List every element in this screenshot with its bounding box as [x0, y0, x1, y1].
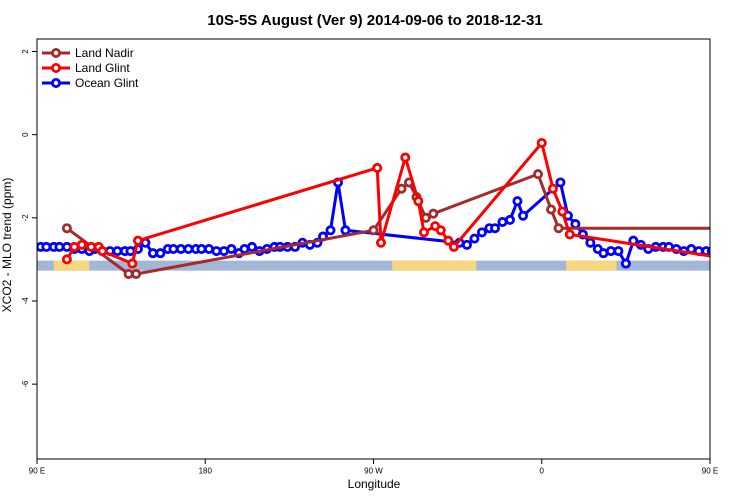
y-tick-label: -6 [21, 380, 30, 388]
x-tick-label: 90 E [702, 467, 718, 476]
series-layer [37, 137, 750, 279]
data-point [131, 268, 142, 279]
data-point [746, 243, 750, 250]
data-point [504, 214, 515, 225]
data-point [132, 235, 143, 246]
data-point [476, 227, 487, 238]
data-point [738, 250, 745, 257]
x-tick-label: 90 E [29, 467, 45, 476]
legend-item: Ocean Glint [42, 76, 139, 90]
data-point [246, 241, 257, 252]
data-point [723, 239, 730, 246]
y-tick-label: -2 [21, 214, 30, 222]
legend-item: Land Glint [42, 61, 130, 75]
data-point [325, 225, 336, 236]
y-axis-label: XCO2 - MLO trend (ppm) [0, 178, 14, 313]
legend-swatch-marker [51, 63, 62, 74]
chart-title: 10S-5S August (Ver 9) 2014-09-06 to 2018… [207, 12, 542, 29]
data-point [413, 196, 424, 207]
data-point [61, 254, 72, 265]
x-axis: 90 E 180 90 W 0 90 E [29, 459, 718, 476]
data-point [443, 235, 454, 246]
data-point [76, 239, 87, 250]
data-point [61, 223, 72, 234]
data-point [533, 169, 544, 180]
data-point [372, 162, 383, 173]
data-point [731, 250, 738, 257]
series-ocean-glint [37, 177, 750, 269]
data-point [564, 229, 575, 240]
data-point [368, 225, 379, 236]
x-axis-label: Longitude [348, 477, 401, 491]
y-axis: 2 0 -2 -4 -6 [21, 49, 37, 388]
x-tick-label: 180 [199, 467, 213, 476]
land-segment [566, 260, 617, 271]
data-point [418, 227, 429, 238]
data-point [396, 183, 407, 194]
y-tick-label: -4 [21, 297, 30, 305]
data-point [155, 248, 166, 259]
legend-label: Land Nadir [75, 46, 134, 60]
data-point [570, 219, 581, 230]
data-point [490, 223, 501, 234]
data-point [547, 183, 558, 194]
data-point [340, 225, 351, 236]
data-point [585, 237, 596, 248]
data-point [127, 258, 138, 269]
land-ocean-strip [37, 260, 710, 271]
legend-swatch-marker [51, 48, 62, 59]
land-segment [53, 260, 90, 271]
data-point [729, 256, 736, 263]
data-point [546, 204, 557, 215]
series-line [66, 172, 710, 276]
data-point [613, 246, 624, 257]
data-point [746, 241, 750, 248]
legend-label: Land Glint [75, 61, 130, 75]
y-tick-label: 2 [21, 49, 30, 54]
data-point [469, 233, 480, 244]
data-point [557, 206, 568, 217]
data-point [706, 246, 710, 256]
data-point [97, 246, 108, 257]
legend-swatch-marker [51, 78, 62, 89]
legend-item: Land Nadir [42, 46, 134, 60]
data-point [461, 239, 472, 250]
data-point [536, 137, 547, 148]
data-point [736, 243, 743, 250]
data-point [435, 225, 446, 236]
data-point [375, 237, 386, 248]
y-tick-label: 0 [21, 132, 30, 137]
x-tick-label: 0 [540, 467, 545, 476]
data-point [518, 210, 529, 221]
series-land-glint [61, 137, 750, 269]
data-point [716, 245, 723, 252]
data-point [448, 241, 459, 252]
legend-label: Ocean Glint [75, 76, 139, 90]
data-point [400, 152, 411, 163]
data-point [226, 243, 237, 254]
data-point [620, 258, 631, 269]
data-point [555, 177, 566, 188]
data-point [512, 196, 523, 207]
data-point [729, 225, 736, 232]
land-segment [392, 260, 477, 271]
x-tick-label: 90 W [364, 467, 383, 476]
ocean-strip [37, 260, 710, 271]
data-point [428, 208, 439, 219]
data-point [553, 223, 564, 234]
series-land-nadir [61, 169, 736, 279]
